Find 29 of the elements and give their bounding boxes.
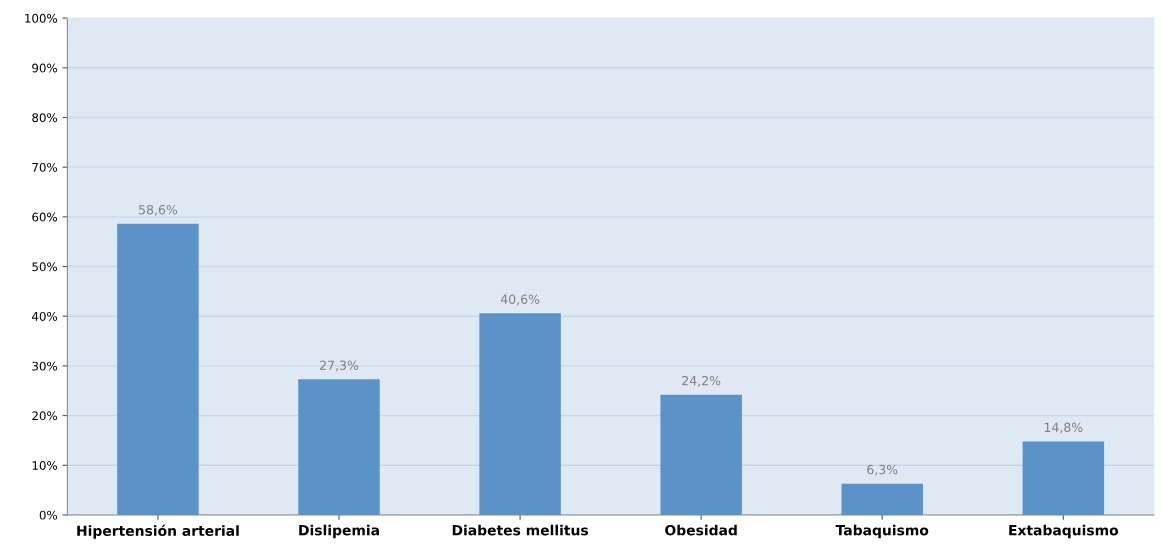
y-tick-label: 70%	[32, 162, 58, 172]
y-tick-label: 10%	[32, 461, 58, 470]
data-label: 27,3%	[320, 360, 359, 372]
bar	[479, 313, 561, 515]
x-tick-label: Hipertensión arterial	[77, 524, 239, 539]
y-tick-label: 0%	[39, 510, 58, 520]
y-tick-label: 100%	[25, 13, 58, 23]
y-tick-label: 40%	[32, 311, 58, 321]
bar	[660, 394, 742, 515]
x-tick-label: Obesidad	[665, 524, 737, 536]
y-tick-label: 80%	[32, 113, 58, 123]
y-tick-label: 20%	[32, 411, 58, 421]
bar	[298, 379, 380, 515]
data-label: 24,2%	[682, 375, 721, 387]
x-tick-label: Diabetes mellitus	[452, 524, 589, 536]
bar	[1022, 441, 1105, 515]
data-label: 40,6%	[500, 294, 540, 306]
x-tick-label: Extabaquismo	[1009, 524, 1119, 539]
x-tick-label: Dislipemia	[299, 524, 379, 539]
data-label: 6,3%	[867, 464, 898, 476]
data-label: 58,6%	[139, 204, 178, 216]
y-tick-label: 90%	[32, 63, 58, 73]
y-tick-label: 60%	[32, 212, 58, 222]
x-tick-label: Tabaquismo	[835, 524, 929, 539]
bar	[117, 223, 199, 515]
data-label: 14,8%	[1044, 422, 1083, 434]
y-tick-label: 50%	[32, 262, 58, 272]
bar	[841, 483, 923, 515]
y-tick-label: 30%	[32, 361, 58, 371]
